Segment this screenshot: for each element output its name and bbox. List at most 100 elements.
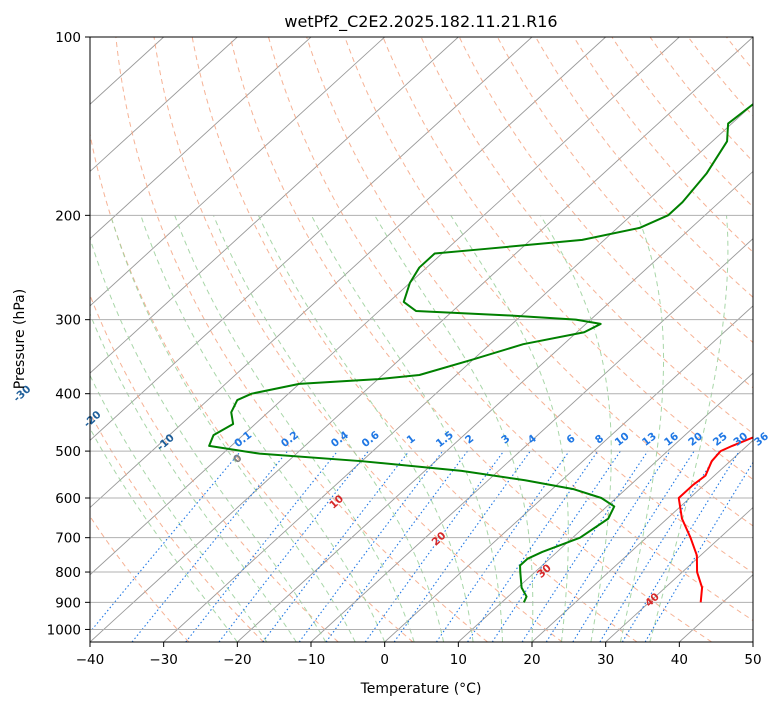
moist-adiabat-line [90, 427, 238, 642]
isotherm-line [90, 37, 533, 441]
x-tick-label: 40 [671, 652, 688, 668]
dry-adiabat-line [191, 37, 638, 642]
sounding-series [208, 103, 753, 603]
dry-adiabat-line [458, 37, 753, 389]
background-lines [90, 37, 775, 642]
mixing-ratio-label: 2 [463, 433, 476, 447]
mixing-ratio-label: 13 [640, 430, 659, 448]
isotherm-line [90, 37, 385, 307]
x-tick-label: 30 [597, 652, 614, 668]
dry-adiabat-label: 0 [231, 452, 244, 466]
moist-adiabat-line [450, 215, 569, 642]
dry-adiabat-label: 30 [535, 562, 554, 581]
dry-adiabat-label: 20 [430, 530, 449, 549]
mixing-ratio-line [572, 450, 695, 642]
pressure-gridlines [90, 37, 753, 630]
mixing-ratio-label: 0.4 [329, 429, 351, 450]
dry-adiabat-line [611, 37, 753, 208]
isotherm-line [531, 439, 753, 642]
x-axis-ticks: −40 −30 −20 −10 0 10 20 30 40 50 [76, 642, 762, 668]
dry-adiabat-line [268, 37, 753, 622]
dry-adiabat-line [90, 293, 339, 642]
dry-adiabat-line [229, 37, 712, 642]
mixing-ratio-label: 0.6 [360, 429, 382, 450]
dry-adiabat-label: 10 [327, 493, 346, 512]
dry-adiabat-line [344, 37, 753, 527]
x-tick-label: 20 [523, 652, 540, 668]
dry-adiabat-line [535, 37, 753, 298]
dry-adiabat-line [90, 131, 414, 642]
moist-adiabat-line [90, 374, 268, 642]
dry-adiabat-line [306, 37, 753, 574]
mixing-ratio-line [467, 450, 599, 642]
mixing-ratio-label: 8 [593, 433, 606, 447]
y-tick-label: 300 [55, 313, 81, 329]
mixing-ratio-label: 10 [613, 430, 632, 448]
moist-adiabat-line [257, 215, 474, 642]
isotherm-line [90, 37, 459, 374]
dry-adiabat-line [115, 37, 488, 642]
dry-adiabat-line [725, 37, 753, 71]
mixing-ratio-line [262, 450, 410, 642]
mixing-ratio-label: 16 [662, 430, 681, 448]
mixing-ratio-line [364, 450, 505, 642]
y-tick-label: 500 [55, 444, 81, 460]
isotherm-line [605, 506, 753, 642]
moist-adiabat-line [374, 215, 534, 642]
isotherm-line [310, 238, 753, 642]
y-tick-label: 200 [55, 208, 81, 224]
mixing-ratio-label: 36 [752, 430, 771, 448]
mixing-ratio-label: 25 [711, 430, 730, 448]
mixing-ratio-line [298, 450, 444, 642]
plot-frame [89, 36, 754, 643]
isotherm-line [90, 37, 238, 173]
isotherm-line [90, 37, 312, 240]
dry-adiabat-line [649, 37, 753, 163]
y-tick-label: 800 [55, 565, 81, 581]
dry-adiabat-line [496, 37, 753, 344]
x-tick-label: −20 [223, 652, 252, 668]
mixing-ratio-line [393, 450, 531, 642]
isotherm-line [163, 103, 753, 642]
dry-adiabat-line [687, 37, 753, 117]
dry-adiabat-line [90, 515, 190, 642]
x-tick-label: 50 [744, 652, 761, 668]
y-tick-label: 1000 [47, 622, 81, 638]
mixing-ratio-line [435, 450, 570, 642]
mixing-ratio-line [325, 450, 468, 642]
x-tick-label: −10 [297, 652, 326, 668]
mixing-ratio-label: 20 [686, 430, 705, 448]
x-tick-label: −30 [149, 652, 178, 668]
x-axis-label: Temperature (°C) [360, 681, 482, 697]
mixing-ratio-label: 0.2 [279, 429, 301, 450]
moist-adiabat-line [212, 215, 445, 642]
mixing-ratio-line [621, 450, 740, 642]
dry-adiabat-line [765, 37, 775, 642]
moist-adiabat-line [310, 215, 504, 642]
mixing-ratio-line [644, 461, 753, 642]
mixing-ratio-line [185, 450, 338, 642]
mixing-ratio-line [131, 450, 289, 642]
moist-adiabat-line [619, 215, 665, 642]
mixing-ratio-line [218, 450, 369, 642]
isotherm-line [90, 37, 680, 576]
dry-adiabat-line [90, 412, 264, 642]
isotherm-line [752, 641, 753, 642]
isotherm-line [384, 305, 753, 642]
isotherm-line [237, 170, 753, 642]
mixing-ratio-label: 6 [564, 433, 577, 447]
moist-adiabat-line [140, 215, 386, 642]
mixing-ratio-line [90, 450, 242, 633]
mixing-ratio-line [545, 450, 671, 642]
y-tick-label: 400 [55, 387, 81, 403]
moist-adiabat-line [90, 312, 297, 642]
moist-adiabat-line [90, 236, 327, 642]
moist-adiabat-line [649, 215, 729, 642]
mixing-ratio-label: 1 [405, 433, 418, 447]
isotherm-line [90, 37, 606, 509]
mixing-ratio-label: 1.5 [434, 429, 456, 450]
chart-title: wetPf2_C2E2.2025.182.11.21.R16 [284, 12, 557, 32]
y-axis-label: Pressure (hPa) [12, 289, 28, 389]
y-axis-ticks: 100 200 300 400 500 600 700 800 900 1000 [47, 30, 90, 638]
